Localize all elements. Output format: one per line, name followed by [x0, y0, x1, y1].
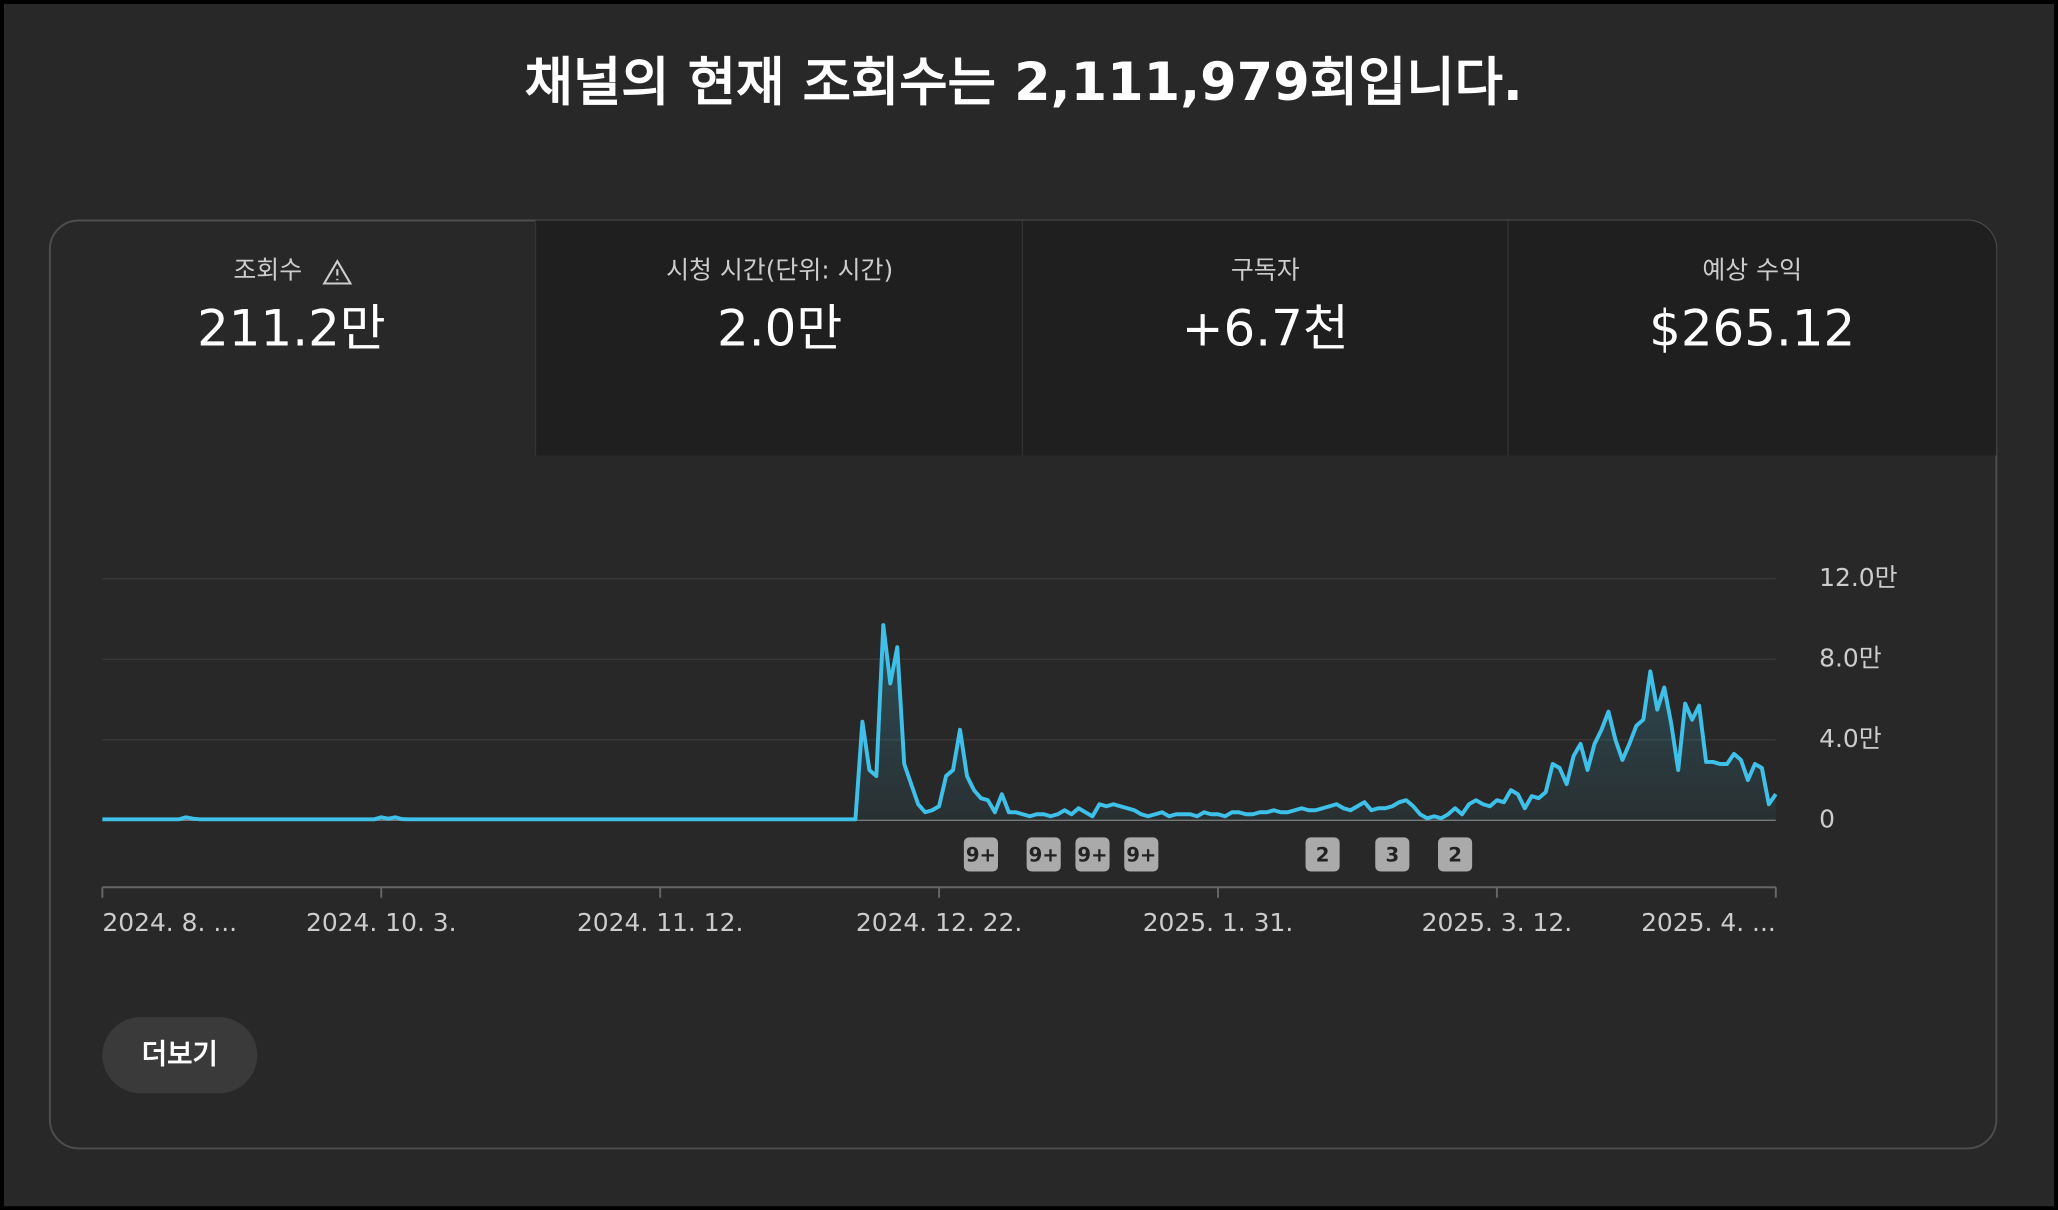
area	[102, 625, 1776, 821]
x-tick-label: 2025. 3. 12.	[1422, 908, 1573, 937]
line	[102, 623, 1778, 822]
x-tick-label: 2025. 4. ...	[1641, 908, 1776, 937]
event-marker-box	[1075, 837, 1110, 872]
tab-value: 2.0만	[717, 300, 842, 358]
tab-label: 예상 수익	[1702, 256, 1802, 285]
page-title: 채널의 현재 조회수는 2,111,979회입니다.	[525, 52, 1523, 113]
tab-value: $265.12	[1649, 300, 1855, 358]
event-marker[interactable]: 9+	[1075, 837, 1110, 872]
event-marker-label: 2	[1316, 843, 1330, 866]
event-marker-label: 9+	[1126, 843, 1156, 866]
x-tick-label: 2024. 10. 3.	[306, 908, 457, 937]
warning-icon	[322, 259, 353, 285]
event-marker-label: 3	[1385, 843, 1399, 866]
button-label: 더보기	[142, 1038, 218, 1070]
more-button[interactable]: 더보기	[102, 1017, 258, 1094]
x-tick-label: 2024. 8. ...	[102, 908, 237, 937]
event-marker[interactable]: 9+	[1124, 837, 1159, 872]
event-marker-box	[1305, 837, 1340, 872]
tab-value: +6.7천	[1182, 300, 1349, 358]
event-marker[interactable]: 2	[1438, 837, 1473, 872]
tab[interactable]: 예상 수익 $265.12	[1649, 256, 1855, 358]
y-tick-label: 12.0만	[1819, 563, 1897, 592]
event-marker-label: 2	[1448, 843, 1462, 866]
event-marker[interactable]: 9+	[1026, 837, 1061, 872]
y-tick-label: 8.0만	[1819, 643, 1882, 672]
x-tick-label: 2024. 12. 22.	[856, 908, 1022, 937]
event-marker-label: 9+	[1029, 843, 1059, 866]
event-marker-box	[1438, 837, 1473, 872]
tab-label: 구독자	[1231, 256, 1300, 285]
chart: 0 4.0만 8.0만 12.0만 2024. 8. ... 2024. 10. 3. 20…	[101, 563, 1898, 937]
event-marker[interactable]: 3	[1375, 837, 1410, 872]
tab-label: 조회수	[233, 256, 302, 285]
tab-value: 211.2만	[197, 300, 386, 358]
event-marker-box	[963, 837, 998, 872]
button-background	[102, 1017, 258, 1094]
event-marker-label: 9+	[966, 843, 996, 866]
event-marker[interactable]: 9+	[963, 837, 998, 872]
event-marker-label: 9+	[1077, 843, 1107, 866]
event-marker-box	[1124, 837, 1159, 872]
y-tick-label: 0	[1819, 804, 1835, 833]
y-tick-label: 4.0만	[1819, 724, 1882, 753]
event-marker[interactable]: 2	[1305, 837, 1340, 872]
x-tick-label: 2024. 11. 12.	[577, 908, 743, 937]
tab[interactable]: 구독자 +6.7천	[1182, 256, 1349, 358]
x-tick-label: 2025. 1. 31.	[1143, 908, 1294, 937]
tab-label: 시청 시간(단위: 시간)	[666, 256, 893, 285]
tab-strip	[535, 220, 1997, 456]
tab[interactable]: 시청 시간(단위: 시간) 2.0만	[666, 256, 893, 358]
event-marker-box	[1375, 837, 1410, 872]
tab[interactable]: 조회수 211.2만	[197, 256, 386, 358]
event-marker-box	[1026, 837, 1061, 872]
